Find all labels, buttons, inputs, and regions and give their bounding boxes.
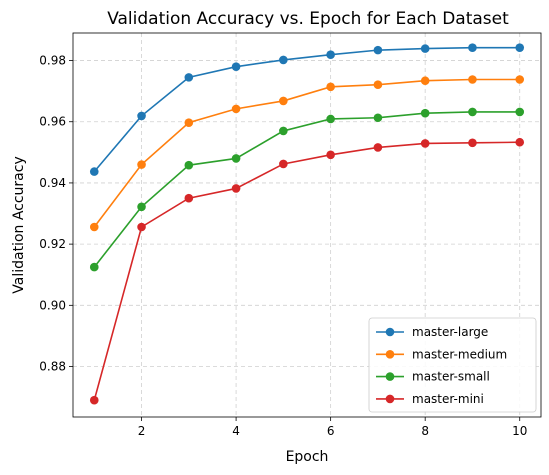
data-point: [279, 55, 288, 65]
legend-item: master-medium: [376, 347, 507, 361]
data-point: [184, 160, 194, 170]
y-tick-label: 0.96: [39, 115, 66, 129]
data-point: [137, 160, 146, 169]
x-tick-label: 2: [138, 424, 146, 438]
legend-label: master-small: [412, 370, 490, 384]
legend-box: [368, 317, 537, 413]
y-tick-label: 0.92: [39, 237, 66, 251]
x-tick-label: 8: [421, 424, 429, 438]
legend-marker: [385, 350, 395, 359]
y-tick-label: 0.90: [39, 298, 66, 312]
data-point: [373, 80, 383, 90]
data-point: [468, 75, 477, 84]
data-point: [137, 111, 146, 121]
data-point: [326, 114, 335, 124]
series-line: [93, 111, 520, 268]
data-point: [231, 62, 241, 71]
series-layer: [89, 43, 525, 405]
legend: master-large master-medium master-small mas…: [368, 317, 537, 413]
data-point: [515, 75, 525, 84]
data-point: [326, 150, 335, 160]
plot-frame: [72, 32, 542, 418]
data-point: [420, 139, 430, 148]
series-master-mini: [89, 137, 525, 405]
series-line: [93, 46, 520, 173]
data-point: [468, 138, 477, 148]
data-point: [515, 137, 525, 147]
legend-marker: [385, 372, 395, 381]
data-point: [515, 107, 525, 117]
data-point: [420, 76, 430, 86]
legend-marker: [385, 327, 395, 337]
legend-label: master-large: [412, 325, 488, 339]
data-point: [373, 143, 383, 152]
data-point: [326, 82, 335, 92]
y-tick-label: 0.88: [39, 360, 66, 374]
data-point: [468, 107, 477, 117]
data-point: [184, 193, 194, 203]
legend-label: master-medium: [412, 347, 507, 361]
y-tick-label: 0.94: [39, 176, 66, 190]
data-point: [89, 222, 99, 232]
data-point: [468, 43, 477, 52]
grid-lines: [73, 33, 541, 417]
chart-title: Validation Accuracy vs. Epoch for Each D…: [107, 9, 509, 29]
data-point: [373, 45, 383, 55]
series-master-small: [89, 107, 525, 272]
data-point: [89, 262, 99, 272]
x-axis-label: Epoch: [286, 449, 329, 465]
data-point: [137, 202, 146, 212]
data-point: [89, 167, 99, 176]
x-tick-label: 4: [232, 424, 240, 438]
data-point: [231, 104, 241, 114]
axis-ticks: 2 4 6 8 10 0.88 0.90 0.92 0.94 0.96 0.98: [39, 54, 527, 438]
data-point: [137, 222, 146, 232]
data-point: [326, 50, 335, 60]
y-tick-label: 0.98: [39, 54, 66, 68]
legend-label: master-mini: [412, 392, 484, 406]
data-point: [231, 154, 241, 163]
x-tick-label: 10: [512, 424, 527, 438]
data-point: [184, 73, 194, 82]
x-tick-label: 6: [327, 424, 335, 438]
y-axis-label: Validation Accuracy: [11, 156, 27, 294]
legend-item: master-small: [376, 370, 490, 384]
data-point: [89, 395, 99, 405]
legend-marker: [385, 394, 395, 404]
data-point: [420, 108, 430, 118]
data-point: [373, 113, 383, 123]
data-point: [279, 96, 288, 106]
series-line: [93, 78, 520, 228]
series-master-medium: [89, 75, 525, 232]
data-point: [279, 159, 288, 169]
data-point: [231, 184, 241, 193]
series-master-large: [89, 43, 525, 176]
data-point: [184, 118, 194, 127]
data-point: [515, 43, 525, 52]
series-line: [93, 141, 520, 401]
data-point: [420, 44, 430, 53]
legend-item: master-mini: [376, 392, 484, 406]
data-point: [279, 126, 288, 136]
legend-item: master-large: [376, 325, 488, 339]
